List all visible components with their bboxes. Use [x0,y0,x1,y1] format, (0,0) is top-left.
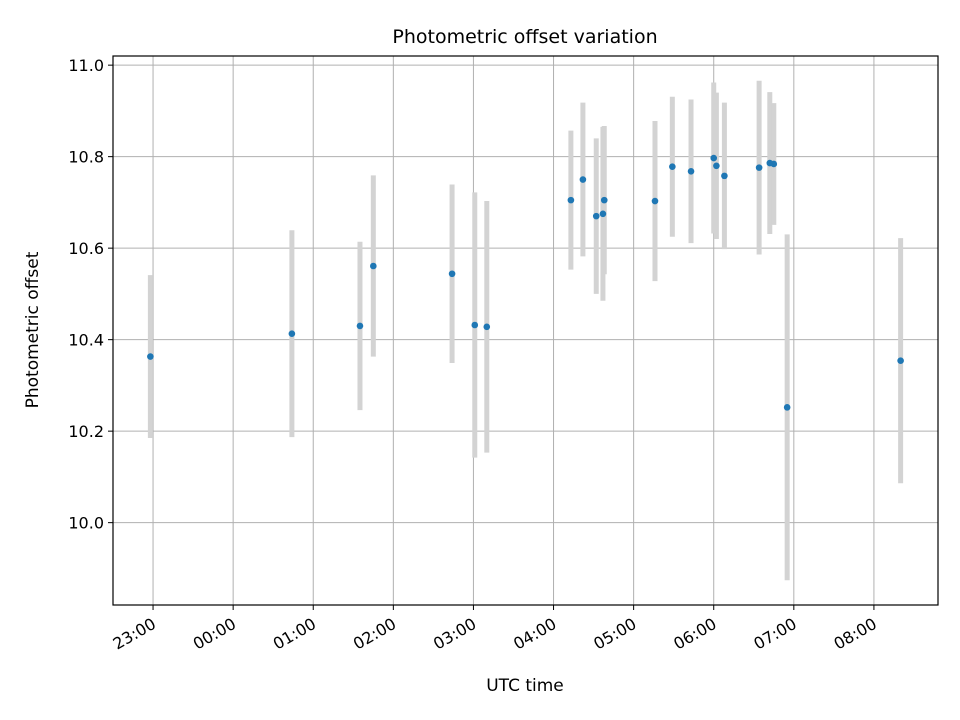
x-tick-label: 05:00 [590,614,639,654]
data-point [288,330,296,338]
y-tick-label: 10.6 [68,239,104,258]
data-point [710,154,718,162]
data-point [721,172,728,180]
chart-title: Photometric offset variation [392,26,657,48]
x-tick-label: 08:00 [830,614,879,654]
y-tick-label: 10.0 [68,514,104,533]
plot-area-frame [112,55,939,606]
x-tick-label: 04:00 [510,614,559,654]
x-tick-label: 03:00 [430,614,479,654]
x-axis-title: UTC time [486,676,564,696]
x-tick-label: 00:00 [190,614,239,654]
data-point [147,353,154,360]
y-tick-label: 11.0 [68,56,104,75]
y-tick-label: 10.4 [68,331,104,350]
data-point [448,270,456,278]
data-point [651,197,659,205]
y-axis-title: Photometric offset [23,251,43,408]
data-point [770,160,778,168]
error-bars [147,80,904,581]
data-point [687,167,695,175]
data-point [471,321,479,329]
grid [113,56,938,605]
y-axis: 10.0 10.2 10.4 10.6 10.8 11.0 [68,56,113,533]
data-point [567,196,575,204]
x-tick-label: 06:00 [670,614,719,654]
data-point [755,164,763,171]
data-point [579,176,587,183]
x-tick-label: 02:00 [350,614,399,654]
y-tick-label: 10.8 [68,148,104,167]
data-point [897,357,904,364]
data-point [713,162,720,170]
data-point [669,163,676,171]
data-point [370,262,377,270]
x-axis: 23:00 00:00 01:00 02:00 03:00 04:00 05:00 06:00… [110,605,880,654]
data-point [592,212,600,220]
data-point [356,322,364,330]
data-point [483,323,491,331]
x-tick-label: 01:00 [270,614,319,654]
data-point [783,404,791,411]
x-tick-label: 07:00 [750,614,799,654]
data-point [599,210,607,218]
data-points [147,154,904,411]
x-tick-label: 23:00 [110,614,159,654]
y-tick-label: 10.2 [68,422,104,441]
data-point [600,196,608,204]
